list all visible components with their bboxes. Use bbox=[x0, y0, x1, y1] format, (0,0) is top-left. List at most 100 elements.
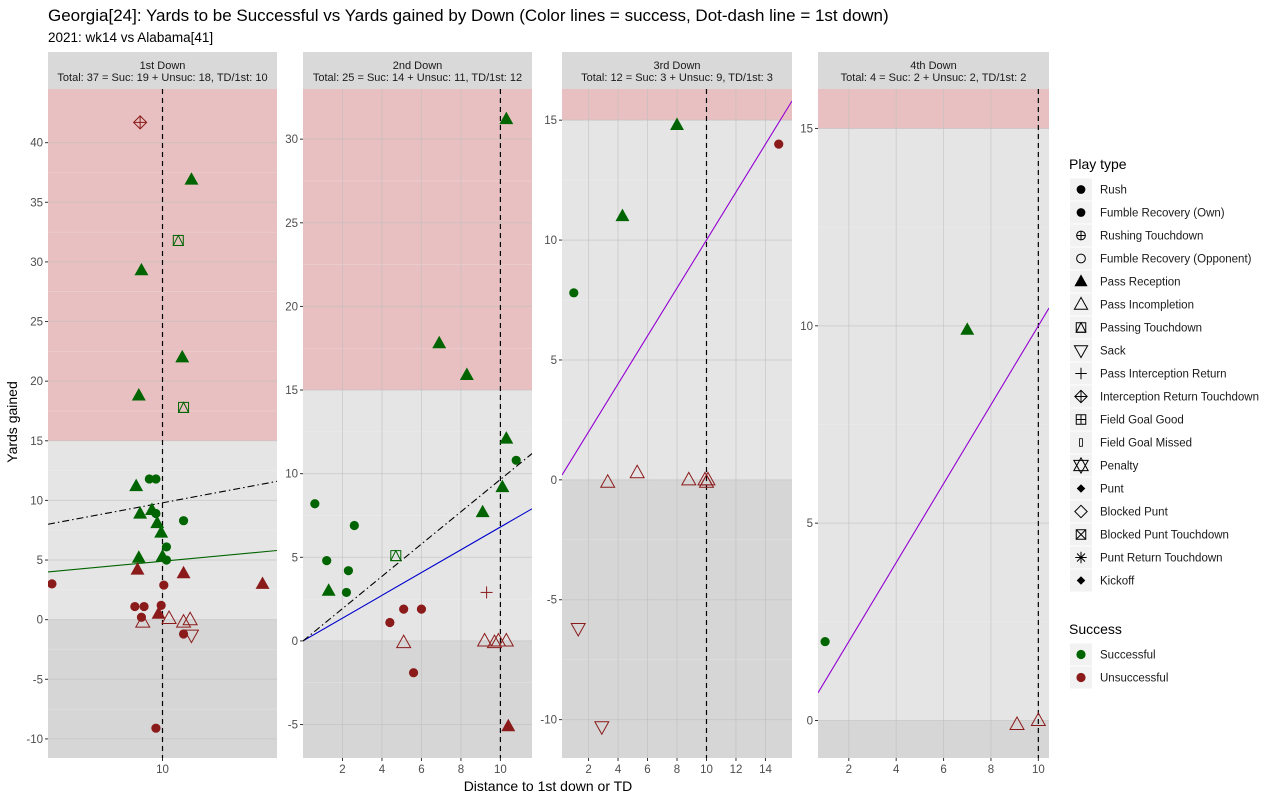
y-tick-label: 35 bbox=[30, 197, 43, 209]
x-tick-label: 10 bbox=[700, 764, 713, 776]
legend-key-background bbox=[1070, 293, 1092, 316]
legend-key-dot bbox=[1076, 649, 1086, 660]
y-tick-label: 30 bbox=[30, 257, 43, 269]
data-point bbox=[161, 610, 177, 625]
legend-label: Kickoff bbox=[1100, 576, 1135, 588]
x-tick-label: 8 bbox=[988, 764, 994, 776]
data-point bbox=[159, 580, 169, 590]
data-point bbox=[408, 668, 419, 678]
y-tick: 0 bbox=[551, 475, 562, 487]
data-point bbox=[172, 234, 185, 246]
y-tick-label: 5 bbox=[551, 355, 557, 367]
y-tick-label: 25 bbox=[285, 218, 298, 230]
data-point bbox=[499, 431, 514, 444]
data-point bbox=[161, 542, 172, 552]
data-point bbox=[151, 508, 161, 519]
data-point bbox=[130, 601, 140, 612]
y-tick: 40 bbox=[30, 138, 48, 150]
data-point bbox=[599, 473, 616, 488]
legend-key-background bbox=[1070, 247, 1092, 270]
legend-item-successful: Successful bbox=[1070, 643, 1156, 666]
chart-title: Georgia[24]: Yards to be Successful vs Y… bbox=[48, 6, 889, 25]
data-point bbox=[570, 622, 587, 637]
y-tick-label: 10 bbox=[285, 469, 298, 481]
x-tick: 4 bbox=[615, 758, 622, 776]
success-region bbox=[303, 89, 532, 391]
data-point bbox=[341, 587, 352, 598]
y-tick-label: 5 bbox=[807, 518, 813, 530]
legend-key-icon bbox=[1075, 551, 1087, 564]
data-point bbox=[131, 550, 146, 563]
data-point bbox=[395, 634, 412, 649]
y-tick: 5 bbox=[807, 518, 818, 530]
y-tick-label: -5 bbox=[288, 720, 298, 732]
data-point bbox=[133, 506, 148, 519]
legend: Play type Rush Fumble Recovery (Own) Rushin… bbox=[1069, 156, 1259, 689]
data-point bbox=[48, 579, 57, 589]
data-point bbox=[144, 474, 154, 484]
y-tick: -5 bbox=[33, 674, 48, 686]
legend-label: Pass Incompletion bbox=[1100, 300, 1194, 312]
strip-subtitle: Total: 25 = Suc: 14 + Unsuc: 11, TD/1st:… bbox=[313, 72, 522, 84]
success-threshold-line bbox=[303, 508, 532, 642]
x-tick-label: 6 bbox=[940, 764, 946, 776]
legend-item-passing-touchdown: Passing Touchdown bbox=[1070, 316, 1202, 339]
x-tick-label: 4 bbox=[893, 764, 900, 776]
y-tick-label: 5 bbox=[292, 552, 298, 564]
data-point bbox=[459, 367, 474, 381]
data-point bbox=[161, 555, 172, 565]
legend-label: Punt bbox=[1100, 484, 1124, 496]
y-tick: 30 bbox=[285, 134, 303, 146]
y-tick-label: 20 bbox=[30, 376, 43, 388]
x-tick: 8 bbox=[458, 758, 464, 776]
legend-item-field-goal-good: Field Goal Good bbox=[1070, 408, 1184, 431]
data-point bbox=[183, 629, 200, 644]
y-tick-label: 10 bbox=[30, 495, 43, 507]
x-tick: 4 bbox=[893, 758, 900, 776]
legend-key-icon bbox=[1076, 484, 1086, 493]
y-tick: 10 bbox=[285, 469, 303, 481]
x-axis-label: Distance to 1st down or TD bbox=[464, 778, 633, 794]
data-point bbox=[132, 115, 148, 130]
y-tick-label: 0 bbox=[551, 475, 557, 487]
y-tick: 10 bbox=[800, 321, 818, 333]
strip-subtitle: Total: 37 = Suc: 19 + Unsuc: 18, TD/1st:… bbox=[57, 72, 267, 84]
x-tick-label: 8 bbox=[674, 764, 680, 776]
y-tick: 15 bbox=[285, 385, 303, 397]
success-region bbox=[818, 89, 1049, 129]
data-point bbox=[134, 613, 151, 628]
legend-item-penalty: Penalty bbox=[1070, 454, 1139, 477]
data-point bbox=[130, 562, 145, 575]
data-point bbox=[569, 288, 579, 298]
x-tick: 6 bbox=[940, 758, 947, 776]
data-point bbox=[389, 549, 402, 562]
legend-key-icon bbox=[1076, 185, 1086, 194]
legend-label: Penalty bbox=[1100, 461, 1139, 473]
y-tick: 15 bbox=[800, 123, 818, 135]
data-point bbox=[175, 349, 190, 363]
y-tick-label: 10 bbox=[544, 235, 557, 247]
data-point bbox=[960, 322, 975, 335]
reference-lines bbox=[562, 89, 792, 758]
data-points bbox=[569, 117, 784, 736]
legend-key-icon bbox=[1076, 230, 1086, 241]
legend-key-background bbox=[1070, 500, 1092, 523]
data-point bbox=[151, 474, 161, 484]
x-tick-label: 10 bbox=[1032, 764, 1045, 776]
x-tick-label: 8 bbox=[458, 764, 464, 776]
data-point bbox=[490, 632, 507, 647]
data-point bbox=[255, 576, 270, 589]
strip-background bbox=[562, 52, 792, 89]
data-point bbox=[700, 471, 716, 486]
legend-label: Interception Return Touchdown bbox=[1100, 392, 1259, 404]
data-point bbox=[820, 636, 830, 647]
legend-key-icon bbox=[1073, 296, 1089, 310]
legend-key-icon bbox=[1075, 367, 1087, 380]
y-tick: 5 bbox=[292, 552, 303, 564]
data-point bbox=[178, 516, 189, 526]
legend-item-sack: Sack bbox=[1070, 339, 1126, 362]
legend-key-icon bbox=[1076, 576, 1086, 585]
